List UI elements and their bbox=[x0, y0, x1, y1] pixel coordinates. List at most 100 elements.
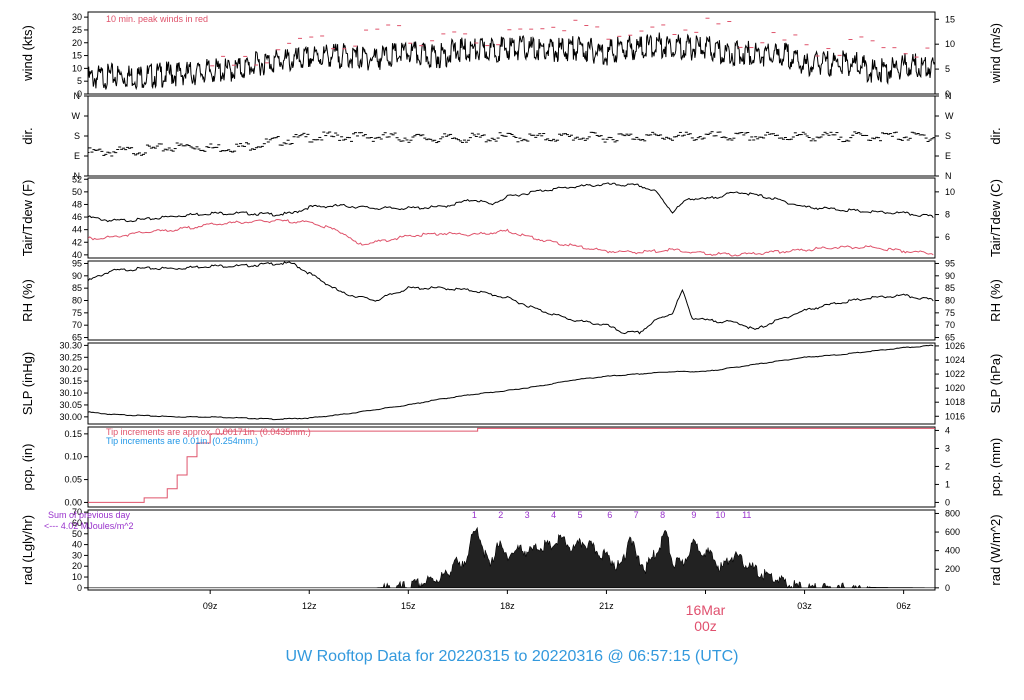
y-axis-label-dir: dir. bbox=[20, 127, 35, 144]
date-marker-hour: 00z bbox=[694, 618, 717, 634]
y-tick-label-right: 75 bbox=[945, 308, 955, 318]
y-tick-label: 50 bbox=[72, 529, 82, 539]
y-tick-label: 30.20 bbox=[59, 364, 82, 374]
y-tick-label: N bbox=[74, 171, 81, 181]
y-tick-label-right: 0 bbox=[945, 497, 950, 507]
y-tick-label-right: 85 bbox=[945, 283, 955, 293]
series-group-wind bbox=[88, 17, 935, 91]
y-tick-label-right: 5 bbox=[945, 64, 950, 74]
y-tick-label-right: 6 bbox=[945, 232, 950, 242]
y-tick-label-right: 1018 bbox=[945, 397, 965, 407]
x-tick-label: 09z bbox=[203, 601, 218, 611]
series-line-wind bbox=[88, 32, 935, 91]
x-tick-label: 21z bbox=[599, 601, 614, 611]
y-tick-label-right: N bbox=[945, 171, 952, 181]
y-tick-label-right: 200 bbox=[945, 564, 960, 574]
x-tick-label: 12z bbox=[302, 601, 317, 611]
panel-frame-temp bbox=[87, 177, 936, 259]
y-tick-label: 0.10 bbox=[64, 452, 82, 462]
y-tick-label: 30 bbox=[72, 12, 82, 22]
y-tick-label: 30.05 bbox=[59, 400, 82, 410]
pcp-note-blue: Tip increments are 0.01in. (0.254mm.) bbox=[106, 436, 258, 446]
rad-note-value: <--- 4.02 MJoules/m^2 bbox=[44, 521, 134, 531]
y-axis-label-right-slp: SLP (hPa) bbox=[988, 354, 1003, 414]
y-tick-label: 48 bbox=[72, 199, 82, 209]
y-tick-label-right: 1016 bbox=[945, 411, 965, 421]
series-line-pcp bbox=[88, 427, 935, 503]
series-area-rad bbox=[88, 526, 935, 589]
y-tick-label: 60 bbox=[72, 518, 82, 528]
y-tick-label-right: 2 bbox=[945, 461, 950, 471]
panel-temp bbox=[84, 177, 939, 259]
y-tick-label: W bbox=[72, 111, 81, 121]
y-tick-label-right: 1024 bbox=[945, 355, 965, 365]
series-group-pcp bbox=[88, 427, 935, 503]
y-tick-label: 30.25 bbox=[59, 352, 82, 362]
y-tick-label-right: 1020 bbox=[945, 383, 965, 393]
series-group-rh bbox=[88, 261, 934, 335]
series-line-slp bbox=[88, 344, 934, 421]
y-tick-label-right: E bbox=[945, 151, 951, 161]
y-tick-label: 40 bbox=[72, 250, 82, 260]
hour-label: 11 bbox=[742, 510, 751, 520]
hour-label: 4 bbox=[551, 510, 556, 520]
y-tick-label: 90 bbox=[72, 271, 82, 281]
y-axis-label-rad: rad (Lgly/hr) bbox=[20, 515, 35, 585]
y-tick-label-right: 0 bbox=[945, 583, 950, 593]
series-group-dir bbox=[88, 131, 935, 157]
y-tick-label: 44 bbox=[72, 225, 82, 235]
y-axis-label-temp: Tair/Tdew (F) bbox=[20, 180, 35, 257]
panel-dir bbox=[84, 95, 939, 177]
panel-slp bbox=[84, 342, 939, 425]
y-tick-label-right: 3 bbox=[945, 443, 950, 453]
y-axis-label-rh: RH (%) bbox=[20, 279, 35, 322]
panel-frame-pcp bbox=[87, 426, 936, 508]
hour-label: 1 bbox=[472, 510, 477, 520]
y-tick-label: 10 bbox=[72, 63, 82, 73]
y-tick-label: 5 bbox=[77, 76, 82, 86]
y-tick-label: 0 bbox=[77, 89, 82, 99]
y-axis-label-right-rad: rad (W/m^2) bbox=[988, 514, 1003, 585]
y-tick-label-right: 10 bbox=[945, 187, 955, 197]
hour-label: 9 bbox=[691, 510, 696, 520]
pcp-note-red: Tip increments are approx. 0.00171in. (0… bbox=[106, 427, 311, 437]
panel-frame-rad bbox=[87, 509, 936, 591]
y-tick-label-right: 15 bbox=[945, 14, 955, 24]
y-axis-label-right-pcp: pcp. (mm) bbox=[988, 438, 1003, 497]
y-tick-label-right: 400 bbox=[945, 546, 960, 556]
y-axis-label-slp: SLP (inHg) bbox=[20, 352, 35, 415]
panel-frame-rh bbox=[87, 260, 936, 341]
y-tick-label-right: N bbox=[945, 91, 952, 101]
y-tick-label-right: 65 bbox=[945, 333, 955, 343]
date-marker-day: 16Mar bbox=[686, 602, 726, 618]
y-tick-label: 52 bbox=[72, 174, 82, 184]
y-axis-label-right-wind: wind (m/s) bbox=[988, 23, 1003, 84]
y-axis-label-right-temp: Tair/Tdew (C) bbox=[988, 179, 1003, 257]
y-tick-label: 25 bbox=[72, 25, 82, 35]
hour-label: 8 bbox=[660, 510, 665, 520]
y-tick-label-right: 80 bbox=[945, 296, 955, 306]
y-tick-label: 70 bbox=[72, 507, 82, 517]
hour-label: 2 bbox=[498, 510, 503, 520]
y-tick-label: 95 bbox=[72, 258, 82, 268]
series-line-rh bbox=[88, 261, 934, 335]
y-tick-label: 0.15 bbox=[64, 429, 82, 439]
footer-title: UW Rooftop Data for 20220315 to 20220316… bbox=[285, 648, 739, 665]
y-tick-label-right: 90 bbox=[945, 271, 955, 281]
panel-frame-wind bbox=[87, 11, 936, 95]
hour-label: 3 bbox=[525, 510, 530, 520]
y-axis-label-right-rh: RH (%) bbox=[988, 279, 1003, 322]
y-tick-label: 0.05 bbox=[64, 475, 82, 485]
y-tick-label-right: 800 bbox=[945, 508, 960, 518]
y-tick-label-right: 8 bbox=[945, 210, 950, 220]
y-tick-label-right: 95 bbox=[945, 258, 955, 268]
y-tick-label-right: 0 bbox=[945, 89, 950, 99]
y-tick-label: 0.00 bbox=[64, 497, 82, 507]
y-tick-label-right: S bbox=[945, 131, 951, 141]
panel-frame-slp bbox=[87, 342, 936, 425]
y-tick-label: 20 bbox=[72, 561, 82, 571]
y-axis-label-wind: wind (kts) bbox=[20, 25, 35, 82]
series-group-temp bbox=[88, 182, 934, 257]
y-tick-label: 65 bbox=[72, 333, 82, 343]
y-tick-label: 30.00 bbox=[59, 412, 82, 422]
